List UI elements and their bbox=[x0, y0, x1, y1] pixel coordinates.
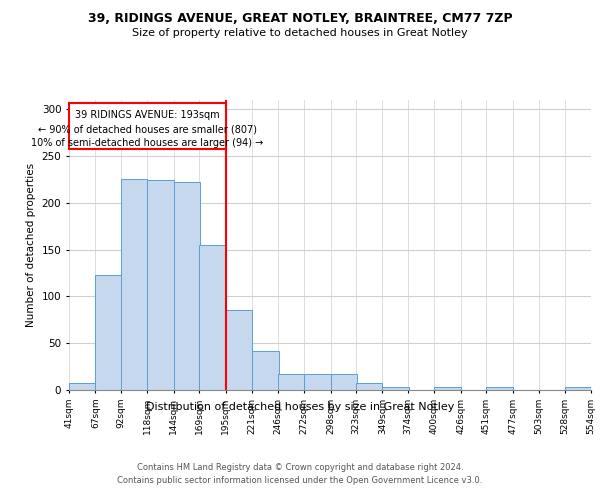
Bar bbox=[69, 103, 226, 148]
Bar bbox=[174, 182, 200, 390]
Bar bbox=[356, 382, 382, 390]
Bar bbox=[121, 178, 148, 390]
Bar bbox=[331, 374, 357, 390]
Text: 10% of semi-detached houses are larger (94) →: 10% of semi-detached houses are larger (… bbox=[31, 138, 263, 148]
Text: Size of property relative to detached houses in Great Notley: Size of property relative to detached ho… bbox=[132, 28, 468, 38]
Text: 39, RIDINGS AVENUE, GREAT NOTLEY, BRAINTREE, CM77 7ZP: 39, RIDINGS AVENUE, GREAT NOTLEY, BRAINT… bbox=[88, 12, 512, 26]
Bar bbox=[565, 387, 591, 390]
Bar bbox=[69, 384, 95, 390]
Y-axis label: Number of detached properties: Number of detached properties bbox=[26, 163, 36, 327]
Bar bbox=[199, 245, 226, 390]
Text: Distribution of detached houses by size in Great Notley: Distribution of detached houses by size … bbox=[146, 402, 454, 412]
Bar bbox=[278, 374, 304, 390]
Text: Contains HM Land Registry data © Crown copyright and database right 2024.: Contains HM Land Registry data © Crown c… bbox=[137, 462, 463, 471]
Bar bbox=[382, 387, 409, 390]
Text: 39 RIDINGS AVENUE: 193sqm: 39 RIDINGS AVENUE: 193sqm bbox=[75, 110, 220, 120]
Bar bbox=[226, 310, 252, 390]
Bar bbox=[434, 387, 461, 390]
Text: ← 90% of detached houses are smaller (807): ← 90% of detached houses are smaller (80… bbox=[38, 124, 257, 134]
Bar bbox=[148, 180, 174, 390]
Bar bbox=[486, 387, 512, 390]
Text: Contains public sector information licensed under the Open Government Licence v3: Contains public sector information licen… bbox=[118, 476, 482, 485]
Bar bbox=[95, 275, 122, 390]
Bar bbox=[304, 374, 331, 390]
Bar bbox=[252, 350, 278, 390]
